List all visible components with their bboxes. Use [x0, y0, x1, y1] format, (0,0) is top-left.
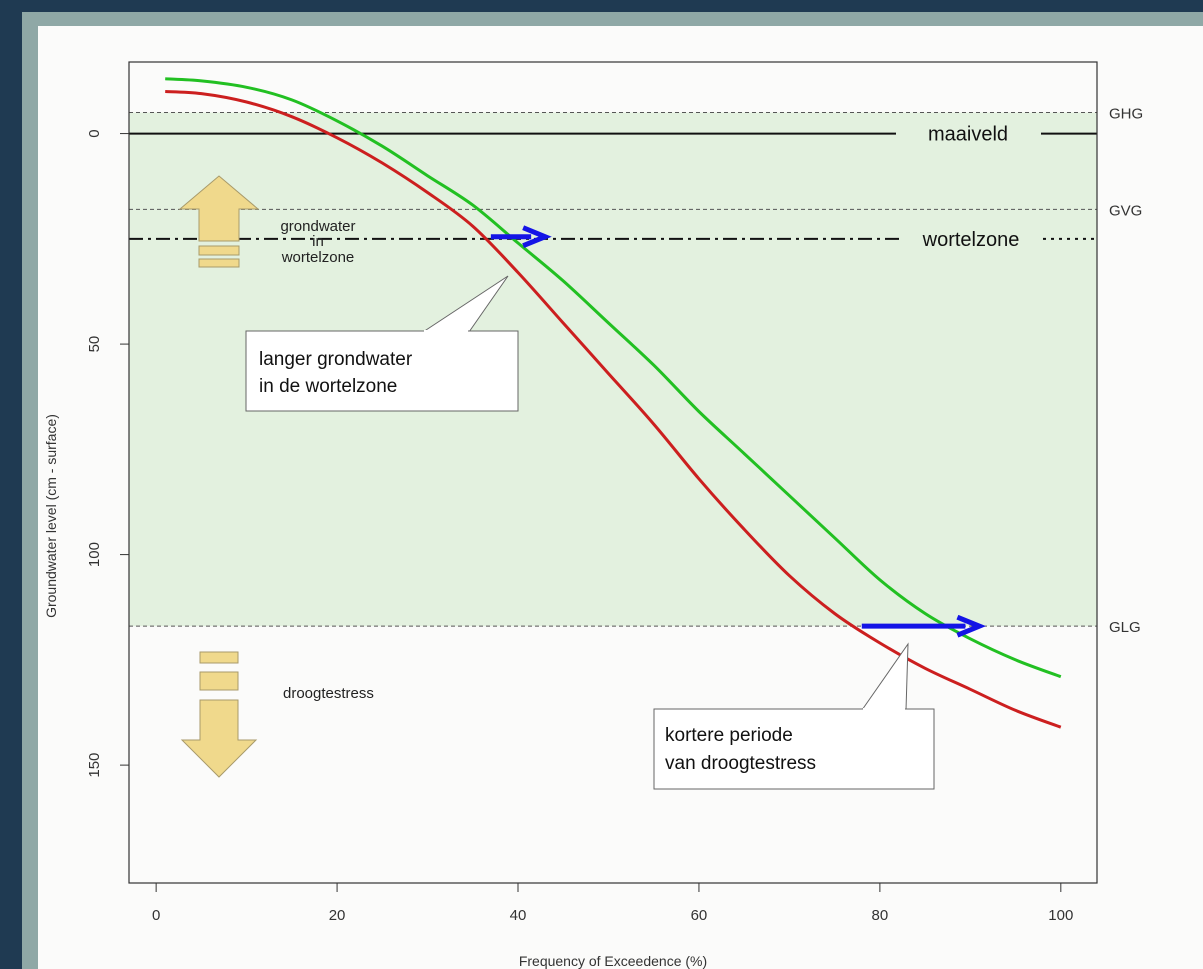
reference-label-glg: GLG	[1109, 619, 1141, 636]
droogtestress-text: droogtestress	[283, 685, 374, 702]
y-tick-label-100: 100	[86, 542, 103, 567]
down-arrow-bar-2	[199, 671, 239, 691]
x-axis-title: Frequency of Exceedence (%)	[519, 953, 707, 969]
up-arrow-icon	[178, 175, 260, 242]
series-line-1	[165, 77, 1062, 679]
callout-pointer-1	[422, 275, 509, 333]
callout-2-line-2: van droogtestress	[665, 753, 816, 774]
down-arrow-icon	[180, 699, 258, 778]
up-arrow-bar-2	[198, 258, 240, 268]
callout-2-line-1: kortere periode	[665, 725, 793, 746]
x-tick-label-100: 100	[1048, 907, 1073, 924]
chart-canvas: GHG GVG GLG maaiveld wortelzone grondwater i…	[38, 26, 1203, 969]
wortelzone-label: wortelzone	[922, 229, 1020, 251]
callout-box-1	[245, 330, 519, 412]
x-tick-label-20: 20	[329, 907, 346, 924]
callout-1-line-2: in de wortelzone	[259, 376, 397, 397]
plot-frame	[128, 61, 1098, 884]
grondwater-text: grondwater	[280, 218, 355, 235]
x-tick-label-60: 60	[691, 907, 708, 924]
y-tick-label-0: 0	[86, 129, 103, 137]
x-tick-label-40: 40	[510, 907, 527, 924]
callout-pointer-2	[861, 642, 909, 711]
blue-arrow-head-2	[956, 614, 986, 638]
reference-label-gvg: GVG	[1109, 202, 1142, 219]
wortelzone-text: wortelzone	[281, 249, 355, 266]
x-tick-label-0: 0	[152, 907, 160, 924]
y-tick-label-50: 50	[86, 336, 103, 353]
callout-1-line-1: langer grondwater	[259, 349, 413, 370]
x-tick-label-80: 80	[872, 907, 889, 924]
in-text: in	[312, 233, 324, 250]
up-arrow-bar-1	[198, 245, 240, 256]
reference-label-ghg: GHG	[1109, 106, 1143, 123]
down-arrow-bar-1	[199, 651, 239, 664]
maaiveld-label: maaiveld	[928, 124, 1008, 146]
y-axis-title: Groundwater level (cm - surface)	[43, 414, 59, 618]
y-tick-label-150: 150	[86, 753, 103, 778]
blue-arrow-head-1	[522, 225, 552, 249]
callout-box-2	[653, 708, 935, 790]
